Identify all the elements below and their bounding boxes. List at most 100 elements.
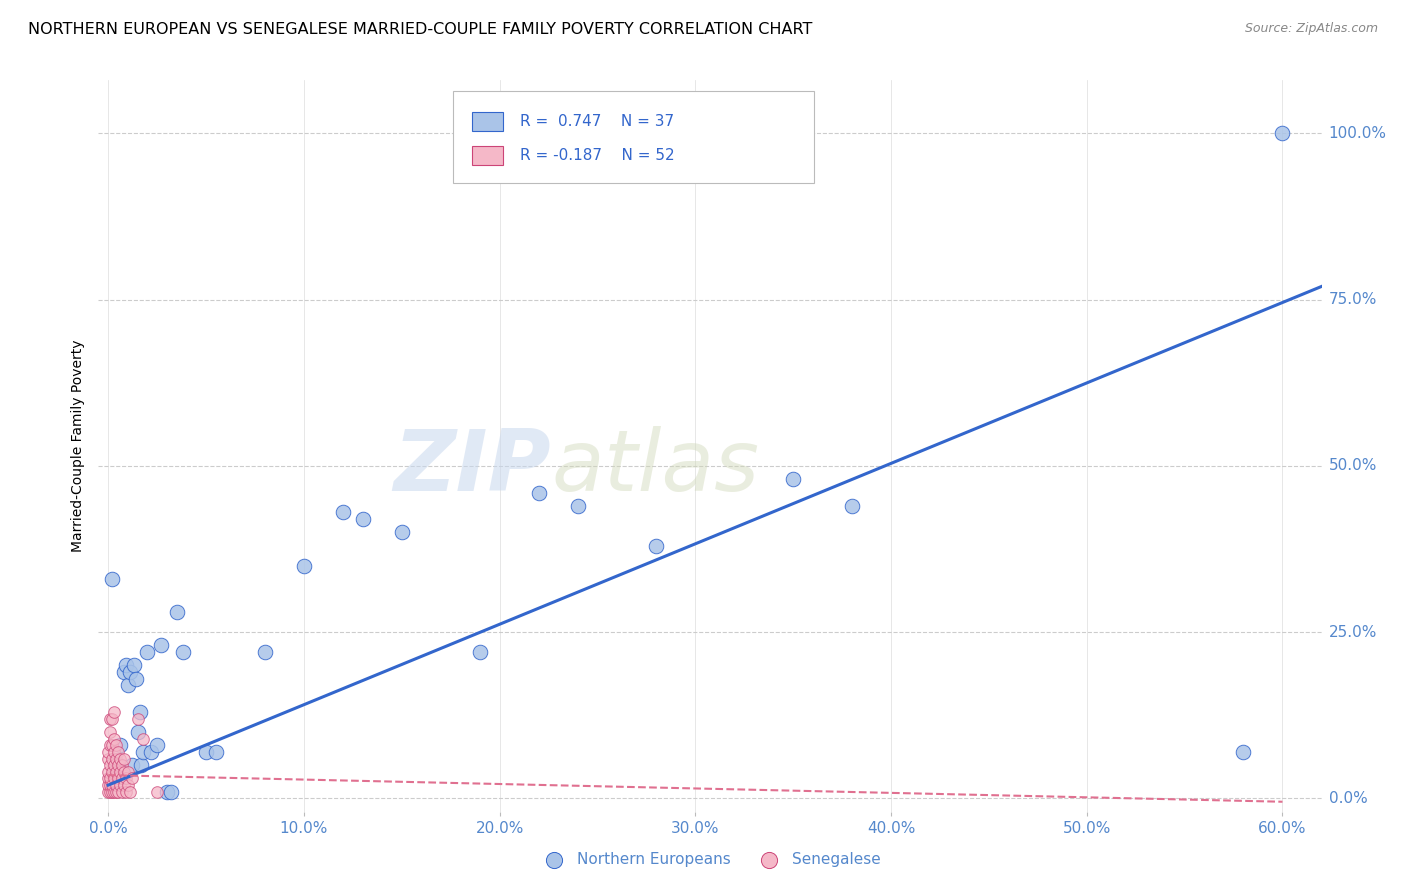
Point	[132, 731, 155, 746]
Point	[114, 772, 136, 786]
Point	[118, 785, 141, 799]
Point	[160, 785, 183, 799]
Text: 50.0%: 50.0%	[1329, 458, 1376, 474]
Point	[132, 745, 155, 759]
Point	[98, 758, 121, 772]
Text: R =  0.747    N = 37: R = 0.747 N = 37	[520, 114, 675, 129]
Point	[127, 725, 149, 739]
Point	[131, 758, 153, 772]
Point	[782, 472, 804, 486]
Point	[114, 658, 136, 673]
Point	[105, 778, 128, 792]
Point	[97, 751, 120, 765]
Point	[121, 758, 143, 772]
Point	[111, 772, 134, 786]
Point	[101, 738, 124, 752]
Point	[117, 778, 139, 792]
Point	[117, 764, 139, 779]
Text: R = -0.187    N = 52: R = -0.187 N = 52	[520, 147, 675, 162]
Point	[146, 785, 169, 799]
Legend: Northern Europeans, Senegalese: Northern Europeans, Senegalese	[533, 847, 887, 873]
Text: 25.0%: 25.0%	[1329, 624, 1376, 640]
Point	[98, 725, 121, 739]
Point	[98, 785, 121, 799]
Point	[108, 751, 131, 765]
FancyBboxPatch shape	[471, 146, 503, 165]
Point	[111, 758, 134, 772]
Point	[146, 738, 169, 752]
Point	[101, 778, 124, 792]
Point	[97, 778, 120, 792]
Point	[97, 764, 120, 779]
Point	[205, 745, 228, 759]
Point	[101, 751, 124, 765]
Point	[166, 605, 188, 619]
Point	[97, 772, 120, 786]
Point	[112, 778, 135, 792]
Point	[97, 745, 120, 759]
Point	[101, 572, 124, 586]
Point	[292, 558, 315, 573]
Point	[105, 751, 128, 765]
Text: 75.0%: 75.0%	[1329, 293, 1376, 307]
Point	[136, 645, 159, 659]
Point	[103, 758, 125, 772]
Y-axis label: Married-Couple Family Poverty: Married-Couple Family Poverty	[72, 340, 86, 552]
Point	[391, 525, 413, 540]
Text: 100.0%: 100.0%	[1329, 126, 1386, 141]
Point	[468, 645, 491, 659]
Point	[121, 772, 143, 786]
Point	[141, 745, 163, 759]
Point	[253, 645, 276, 659]
Point	[172, 645, 194, 659]
Point	[117, 678, 139, 692]
Point	[1232, 745, 1254, 759]
Point	[107, 758, 129, 772]
Text: Source: ZipAtlas.com: Source: ZipAtlas.com	[1244, 22, 1378, 36]
Point	[108, 778, 131, 792]
Point	[98, 738, 121, 752]
Point	[103, 731, 125, 746]
Point	[195, 745, 218, 759]
Point	[112, 751, 135, 765]
FancyBboxPatch shape	[471, 112, 503, 131]
Point	[98, 778, 121, 792]
Point	[98, 712, 121, 726]
Point	[107, 785, 129, 799]
Point	[841, 499, 863, 513]
Point	[101, 764, 124, 779]
Text: NORTHERN EUROPEAN VS SENEGALESE MARRIED-COUPLE FAMILY POVERTY CORRELATION CHART: NORTHERN EUROPEAN VS SENEGALESE MARRIED-…	[28, 22, 813, 37]
Point	[112, 764, 135, 779]
Point	[105, 764, 128, 779]
Point	[124, 672, 146, 686]
Point	[127, 712, 149, 726]
Point	[150, 639, 173, 653]
Point	[122, 658, 145, 673]
Point	[103, 705, 125, 719]
Point	[105, 785, 128, 799]
Point	[103, 772, 125, 786]
Point	[107, 758, 129, 772]
Point	[332, 506, 354, 520]
Point	[567, 499, 589, 513]
Point	[128, 705, 150, 719]
Point	[107, 745, 129, 759]
Point	[118, 665, 141, 679]
Point	[107, 772, 129, 786]
Point	[156, 785, 179, 799]
Point	[98, 772, 121, 786]
Point	[103, 745, 125, 759]
Text: 0.0%: 0.0%	[1329, 791, 1368, 805]
Point	[645, 539, 668, 553]
Point	[1271, 127, 1294, 141]
Point	[111, 785, 134, 799]
Point	[108, 764, 131, 779]
Point	[527, 485, 550, 500]
Point	[97, 785, 120, 799]
Point	[103, 785, 125, 799]
Point	[101, 785, 124, 799]
Point	[352, 512, 374, 526]
Text: ZIP: ZIP	[394, 426, 551, 509]
Point	[108, 738, 131, 752]
Text: atlas: atlas	[551, 426, 759, 509]
